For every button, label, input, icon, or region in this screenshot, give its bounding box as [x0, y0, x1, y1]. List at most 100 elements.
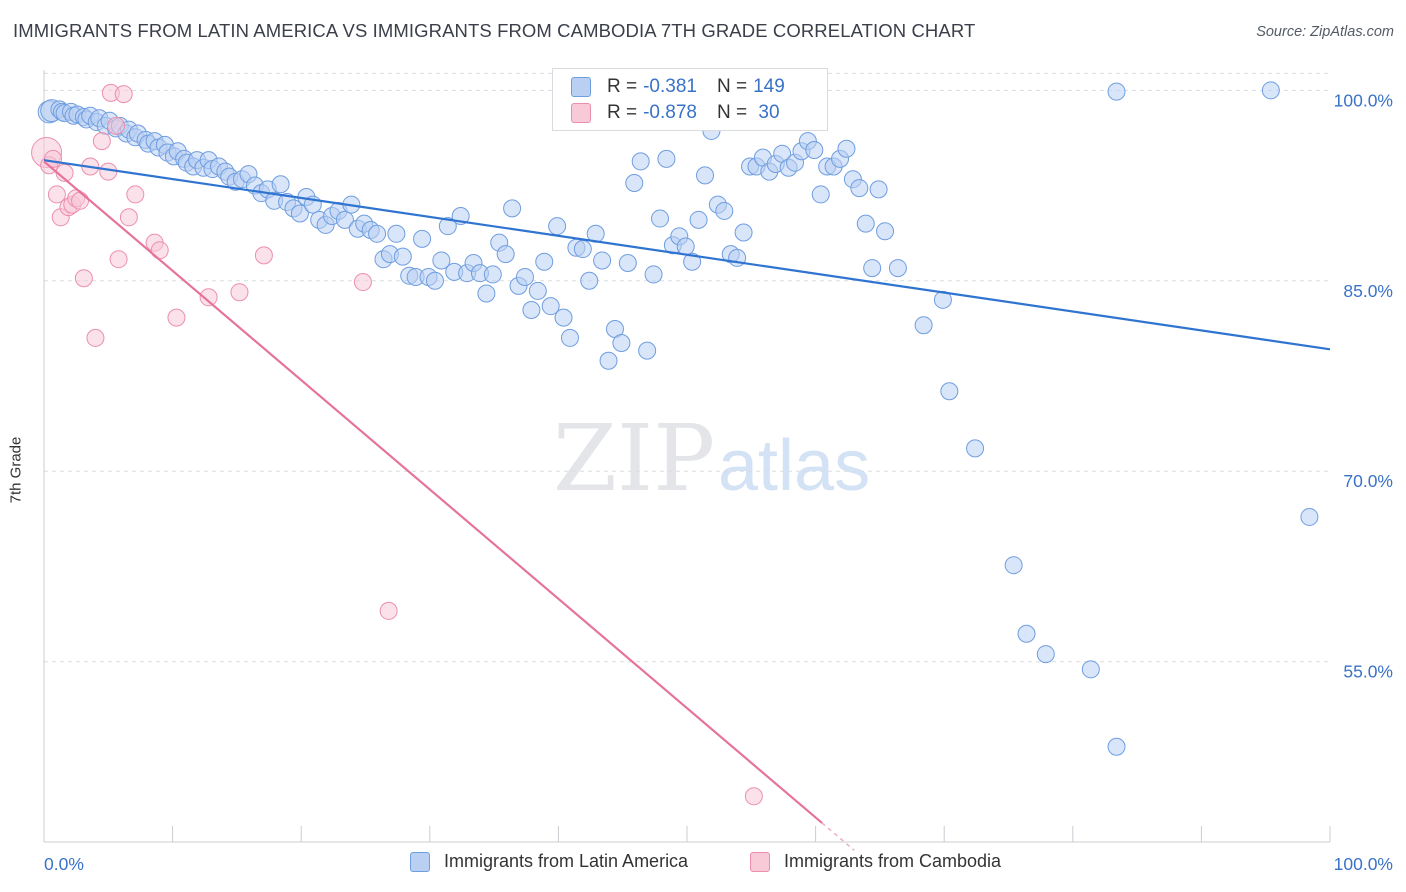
latin-america-point [528, 281, 547, 300]
latin-america-point [856, 214, 875, 233]
x-tick-label: 0.0% [44, 854, 84, 874]
latin-america-trend-line [43, 159, 1331, 351]
latin-america-point [554, 308, 573, 327]
bottom-legend-latin-america: Immigrants from Latin America [410, 851, 688, 872]
legend-r-value: -0.381 [643, 76, 697, 97]
latin-america-point [966, 439, 985, 458]
latin-america-point [876, 222, 895, 241]
latin-america-point [368, 224, 387, 243]
bottom-legend: Immigrants from Latin America Immigrants… [0, 851, 1406, 877]
legend-row-latin-america: R = -0.381 N = 149 [571, 76, 785, 98]
cambodia-point [199, 288, 218, 307]
cambodia-point [254, 246, 273, 265]
legend-n-label: N = [716, 76, 748, 97]
latin-america-point [676, 237, 695, 256]
latin-america-point [522, 300, 541, 319]
legend-n-value: 30 [753, 102, 780, 123]
y-tick-label: 70.0% [1343, 471, 1393, 491]
cambodia-point [107, 116, 126, 135]
y-tick-label: 85.0% [1343, 281, 1393, 301]
latin-america-point [1017, 624, 1036, 643]
cambodia-point [71, 191, 90, 210]
latin-america-point [477, 284, 496, 303]
legend-row-cambodia: R = -0.878 N = 30 [571, 102, 780, 124]
cambodia-trend-line [43, 160, 823, 824]
latin-america-point [638, 341, 657, 360]
cambodia-point [119, 208, 138, 227]
latin-america-point [644, 265, 663, 284]
legend-r-label: R = [607, 76, 638, 97]
cambodia-point [230, 283, 249, 302]
y-tick-label: 55.0% [1343, 662, 1393, 682]
latin-america-point [548, 217, 567, 236]
latin-america-point [573, 240, 592, 259]
latin-america-point [696, 166, 715, 185]
latin-america-point [837, 139, 856, 158]
latin-america-point [503, 199, 522, 218]
cambodia-point [114, 85, 133, 104]
latin-america-point [650, 209, 669, 228]
latin-america-point [618, 254, 637, 272]
latin-america-point [734, 223, 753, 242]
latin-america-point [593, 251, 612, 270]
latin-america-point [683, 252, 702, 271]
legend-swatch-blue [571, 77, 591, 97]
bottom-legend-label: Immigrants from Latin America [444, 851, 689, 871]
latin-america-point [599, 351, 618, 370]
latin-america-point [535, 252, 554, 271]
latin-america-point [438, 217, 457, 236]
latin-america-point [689, 210, 708, 229]
cambodia-point [379, 601, 398, 620]
legend-n-label: N = [716, 102, 748, 123]
latin-america-point [850, 179, 869, 198]
latin-america-point [715, 201, 734, 220]
cambodia-point [92, 132, 111, 151]
latin-america-point [1261, 81, 1280, 100]
latin-america-point [393, 247, 412, 266]
legend-r-label: R = [607, 102, 638, 123]
latin-america-point [1004, 556, 1023, 575]
y-tick-label: 100.0% [1334, 90, 1393, 110]
latin-america-point [515, 267, 534, 286]
cambodia-point [86, 328, 105, 347]
latin-america-point [888, 259, 907, 278]
latin-america-point [625, 174, 644, 193]
bottom-legend-label: Immigrants from Cambodia [784, 851, 1002, 871]
latin-america-point [413, 229, 432, 248]
cambodia-point [74, 269, 93, 288]
legend-n-value: 149 [753, 76, 785, 97]
latin-america-point [432, 251, 451, 270]
latin-america-point [612, 333, 631, 352]
latin-america-point [541, 297, 560, 316]
watermark-atlas: atlas [718, 426, 870, 506]
latin-america-point [1107, 82, 1126, 101]
latin-america-point [657, 149, 676, 168]
latin-america-point [560, 328, 579, 347]
latin-america-point [914, 316, 933, 335]
legend-swatch-pink [571, 103, 591, 123]
latin-america-point [869, 180, 888, 199]
legend-r-value: -0.878 [643, 102, 697, 123]
source-label: Source: ZipAtlas.com [1256, 24, 1394, 40]
latin-america-point [631, 152, 650, 171]
latin-america-point [1107, 737, 1126, 756]
latin-america-point [271, 175, 290, 194]
cambodia-point [167, 308, 186, 327]
x-tick-label: 100.0% [1334, 854, 1393, 874]
latin-america-point [580, 271, 599, 290]
bottom-legend-swatch-pink [750, 851, 770, 872]
cambodia-point [47, 185, 66, 204]
latin-america-point [940, 382, 959, 401]
chart-title: IMMIGRANTS FROM LATIN AMERICA VS IMMIGRA… [13, 20, 976, 41]
latin-america-point [805, 140, 824, 159]
cambodia-point [150, 241, 169, 260]
cambodia-point [109, 250, 128, 269]
watermark-zip: ZIP [553, 405, 715, 512]
cambodia-point [744, 787, 763, 806]
bottom-legend-swatch-blue [410, 851, 430, 872]
latin-america-point [335, 210, 354, 229]
latin-america-point [811, 185, 830, 204]
latin-america-point [290, 204, 309, 223]
bottom-legend-cambodia: Immigrants from Cambodia [750, 851, 1001, 872]
